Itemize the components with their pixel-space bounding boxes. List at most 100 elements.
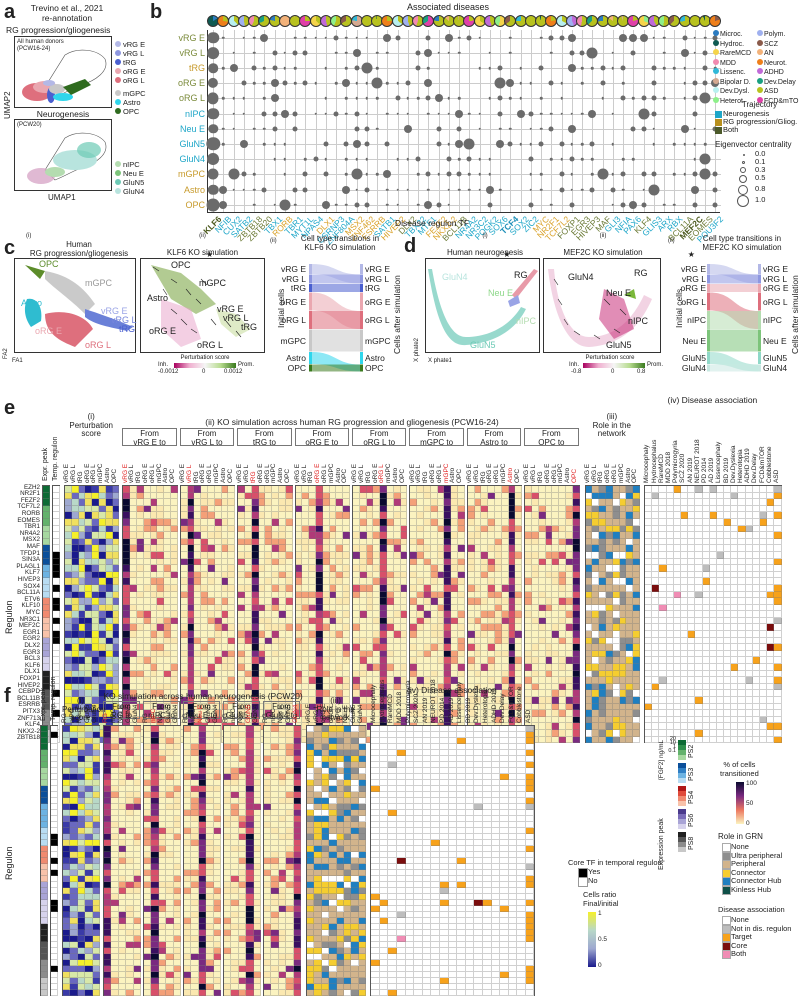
panel-d-perturb-colorbar: Inh. Prom. -0.8 0 0.8 (565, 362, 665, 376)
grid-line (479, 30, 481, 213)
centrality-dot (293, 66, 297, 70)
centrality-dot (345, 203, 348, 207)
centrality-dot (651, 111, 657, 117)
ko-group-header: From oRG L to (352, 428, 407, 447)
centrality-dot (207, 92, 219, 104)
centrality-dot (436, 202, 442, 208)
centrality-dot (699, 168, 711, 180)
centrality-dot (283, 51, 287, 55)
fgf2-tick: 0.1 (668, 748, 676, 754)
centrality-legend-title: Eigenvector centrality (715, 140, 791, 149)
panel-c-ii-title: KLF6 KO simulation (140, 248, 265, 257)
legend-item: vRG L (115, 49, 146, 58)
panel-c-ii-num: (ii) (140, 233, 265, 240)
centrality-dot (548, 80, 554, 86)
disease-legend-item: AN (757, 49, 799, 59)
centrality-value: 0.0 (755, 150, 765, 158)
regulon-label-nr2f1: NR2F1 (20, 490, 40, 498)
regulon-label-eomes: EOMES (17, 517, 40, 525)
centrality-dot (324, 157, 328, 161)
inh-label: Inh. (569, 362, 579, 369)
grid-line (305, 30, 307, 213)
celltype-col-label: Neu E (117, 705, 125, 723)
centrality-dot (651, 65, 657, 71)
regulon-label-hivep3: HIVEP3 (18, 576, 40, 584)
centrality-dot (415, 65, 421, 71)
centrality-dot (446, 171, 452, 177)
centrality-dot (488, 173, 492, 176)
disease-pie-icon (709, 15, 722, 27)
legend-dot-icon (115, 179, 121, 185)
centrality-dot (680, 48, 689, 57)
expr-peak-swatch (678, 832, 686, 837)
celltype-col-label: OPC (341, 469, 349, 483)
centrality-dot (559, 187, 565, 193)
disease-col-label: Lissencephaly (456, 682, 464, 723)
centrality-dot (683, 173, 686, 176)
disease-assoc-label: None (731, 915, 749, 924)
celltype-col-label: Neu E (277, 705, 285, 723)
panel-a-title: Trevino et al., 2021 re-annotation (22, 3, 112, 23)
expr-peak-swatch (678, 750, 686, 755)
centrality-dot (405, 80, 411, 86)
centrality-dot (683, 142, 686, 146)
dotplot-disease-regulons: vRG E vRG L tRG oRG E oRG L nIPC Neu E GluN5 Glu… (150, 14, 725, 259)
centrality-dot (293, 36, 297, 39)
role-swatch-icon (722, 885, 731, 895)
ps-label: PS3 (688, 768, 695, 781)
regulon-label-klf6: KLF6 (25, 662, 40, 670)
perturb-gradient (583, 363, 645, 368)
centrality-dot (324, 36, 328, 39)
regulon-label-rorb: RORB (22, 510, 40, 518)
centrality-dot (683, 81, 686, 85)
panel-b-xlabel: Disease regulon TF (395, 219, 469, 228)
centrality-dot (302, 50, 308, 56)
centrality-dot (283, 142, 287, 146)
grid-line (602, 30, 604, 213)
centrality-dot (580, 66, 584, 70)
umap-rg-note: All human donors (PCW16-24) (17, 39, 64, 53)
panel-c-iii-num: (ii) (270, 238, 277, 245)
centrality-dot (591, 66, 594, 70)
centrality-dot (548, 35, 554, 41)
sankey-left-label: vRG L (282, 274, 306, 284)
legend-item: vRG E (115, 40, 146, 49)
ps-label: PS8 (688, 837, 695, 850)
centrality-dot (375, 127, 379, 131)
regulon-label-foxp1: FOXP1 (19, 675, 40, 683)
disease-col-label: MDD 2018 (396, 692, 404, 723)
centrality-dot (692, 111, 698, 117)
sankey-left-label: vRG E (681, 264, 706, 274)
trajectory-legend-item: Both (715, 126, 797, 134)
centrality-dot (415, 50, 421, 56)
centrality-dot (302, 80, 308, 86)
ko-group-header: From RG to (103, 701, 140, 720)
disease-dot-icon (713, 96, 719, 103)
centrality-dot (516, 109, 525, 118)
disease-association-heatmap (644, 485, 782, 744)
centrality-dot (560, 97, 563, 100)
centrality-dot (712, 202, 718, 208)
trajectory-legend-item: RG progression/Gliog. (715, 118, 797, 126)
regulon-label-etv6: ETV6 (24, 596, 40, 604)
centrality-dot (519, 142, 522, 146)
disease-dot-icon (757, 58, 763, 65)
celltype-col-label: OPC (571, 469, 579, 483)
centrality-dot (589, 187, 595, 193)
role-label: Connector Hub (731, 876, 781, 885)
centrality-dot (673, 173, 676, 176)
centrality-dot (364, 141, 370, 147)
row-label-neu-e: Neu E (180, 124, 205, 134)
disease-col-label: ASD (525, 710, 533, 723)
centrality-dot (293, 203, 297, 207)
grid-line (520, 30, 522, 213)
centrality-dot (292, 126, 298, 132)
grid-line (684, 30, 686, 213)
panel-d-i-title: Human neurogenesis (425, 248, 545, 257)
centrality-dot (567, 124, 576, 133)
centrality-dot (589, 141, 595, 147)
centrality-dot (692, 95, 698, 101)
centrality-dot (447, 203, 451, 207)
centrality-dot (427, 112, 430, 115)
sankey-right-label: OPC (365, 363, 383, 373)
